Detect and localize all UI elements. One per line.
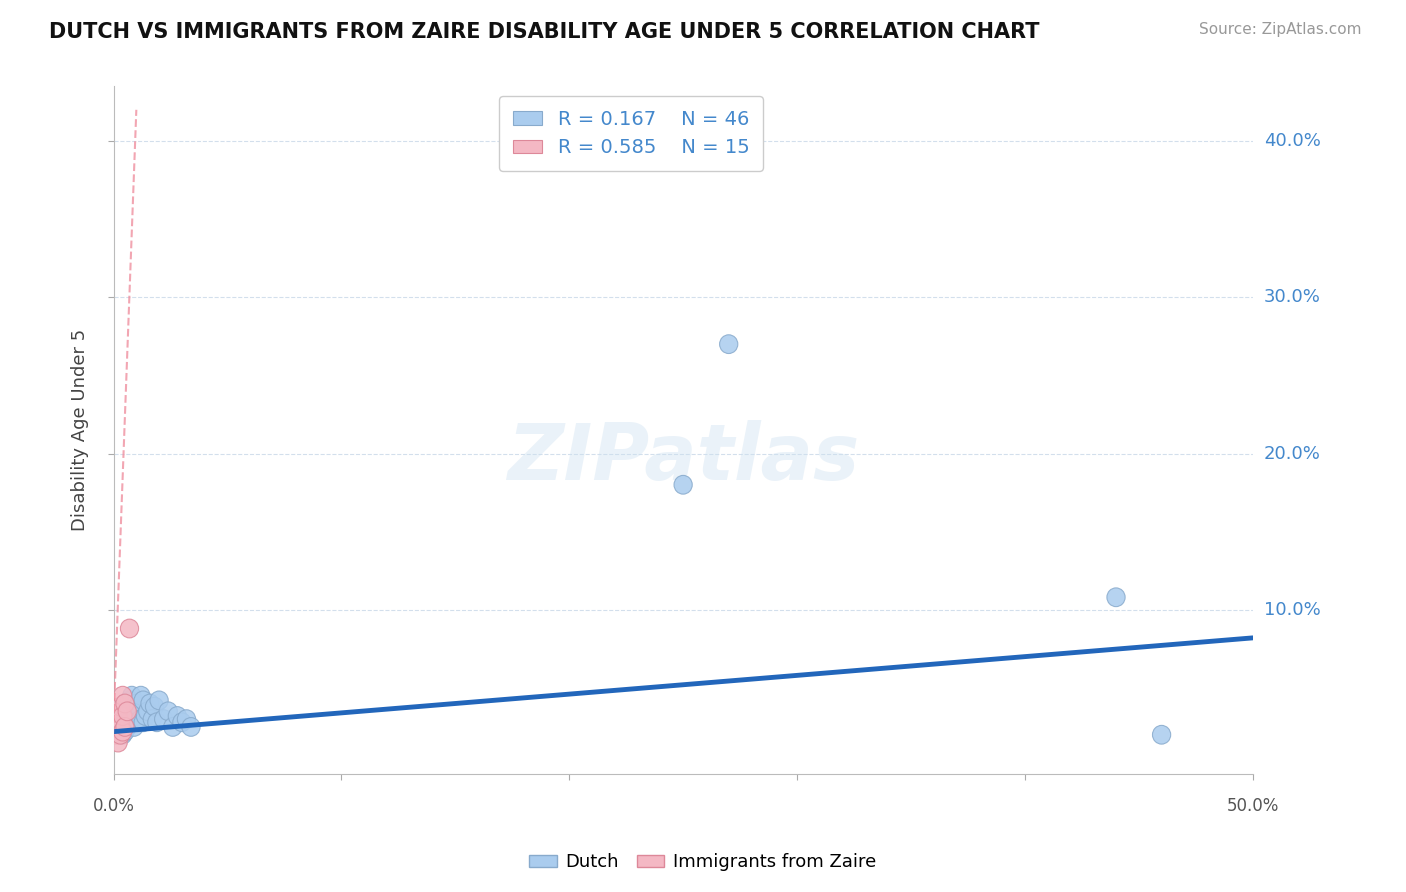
Text: 0.0%: 0.0% (93, 797, 135, 814)
Ellipse shape (114, 725, 132, 744)
Ellipse shape (181, 717, 200, 736)
Ellipse shape (114, 698, 132, 716)
Ellipse shape (127, 706, 145, 725)
Ellipse shape (148, 713, 166, 731)
Ellipse shape (1107, 588, 1125, 607)
Ellipse shape (110, 733, 127, 752)
Ellipse shape (163, 717, 181, 736)
Ellipse shape (134, 713, 152, 731)
Text: 40.0%: 40.0% (1264, 132, 1320, 150)
Ellipse shape (1153, 725, 1171, 744)
Ellipse shape (114, 706, 132, 725)
Ellipse shape (121, 691, 139, 710)
Ellipse shape (115, 723, 134, 741)
Ellipse shape (143, 710, 162, 729)
Ellipse shape (115, 710, 134, 729)
Ellipse shape (107, 725, 125, 744)
Ellipse shape (110, 702, 127, 721)
Ellipse shape (125, 717, 143, 736)
Ellipse shape (122, 710, 141, 729)
Ellipse shape (155, 710, 173, 729)
Ellipse shape (136, 706, 155, 725)
Ellipse shape (122, 698, 141, 716)
Ellipse shape (173, 713, 191, 731)
Ellipse shape (111, 717, 129, 736)
Text: DUTCH VS IMMIGRANTS FROM ZAIRE DISABILITY AGE UNDER 5 CORRELATION CHART: DUTCH VS IMMIGRANTS FROM ZAIRE DISABILIT… (49, 22, 1039, 42)
Ellipse shape (111, 702, 129, 721)
Text: ZIPatlas: ZIPatlas (508, 419, 859, 496)
Ellipse shape (132, 710, 150, 729)
Ellipse shape (114, 686, 132, 705)
Ellipse shape (111, 698, 129, 716)
Ellipse shape (177, 710, 195, 729)
Text: 20.0%: 20.0% (1264, 444, 1320, 463)
Ellipse shape (118, 717, 136, 736)
Legend: Dutch, Immigrants from Zaire: Dutch, Immigrants from Zaire (522, 847, 884, 879)
Ellipse shape (115, 694, 134, 713)
Ellipse shape (127, 694, 145, 713)
Ellipse shape (129, 698, 148, 716)
Ellipse shape (125, 702, 143, 721)
Ellipse shape (114, 723, 132, 741)
Ellipse shape (169, 706, 187, 725)
Ellipse shape (118, 706, 136, 725)
Ellipse shape (115, 717, 134, 736)
Ellipse shape (150, 691, 169, 710)
Legend: R = 0.167    N = 46, R = 0.585    N = 15: R = 0.167 N = 46, R = 0.585 N = 15 (499, 96, 763, 171)
Text: 30.0%: 30.0% (1264, 288, 1320, 306)
Ellipse shape (132, 686, 150, 705)
Ellipse shape (110, 717, 127, 736)
Ellipse shape (139, 702, 157, 721)
Text: Source: ZipAtlas.com: Source: ZipAtlas.com (1198, 22, 1361, 37)
Ellipse shape (121, 713, 139, 731)
Ellipse shape (111, 725, 129, 744)
Ellipse shape (122, 686, 141, 705)
Ellipse shape (134, 691, 152, 710)
Ellipse shape (114, 713, 132, 731)
Text: 50.0%: 50.0% (1226, 797, 1279, 814)
Ellipse shape (121, 702, 139, 721)
Ellipse shape (107, 710, 125, 729)
Ellipse shape (118, 698, 136, 716)
Ellipse shape (145, 698, 163, 716)
Text: 10.0%: 10.0% (1264, 600, 1320, 619)
Ellipse shape (129, 713, 148, 731)
Ellipse shape (673, 475, 692, 494)
Ellipse shape (159, 702, 177, 721)
Ellipse shape (720, 334, 738, 353)
Y-axis label: Disability Age Under 5: Disability Age Under 5 (72, 329, 89, 532)
Ellipse shape (110, 710, 127, 729)
Ellipse shape (121, 619, 139, 638)
Ellipse shape (118, 702, 136, 721)
Ellipse shape (115, 694, 134, 713)
Ellipse shape (111, 713, 129, 731)
Ellipse shape (141, 694, 159, 713)
